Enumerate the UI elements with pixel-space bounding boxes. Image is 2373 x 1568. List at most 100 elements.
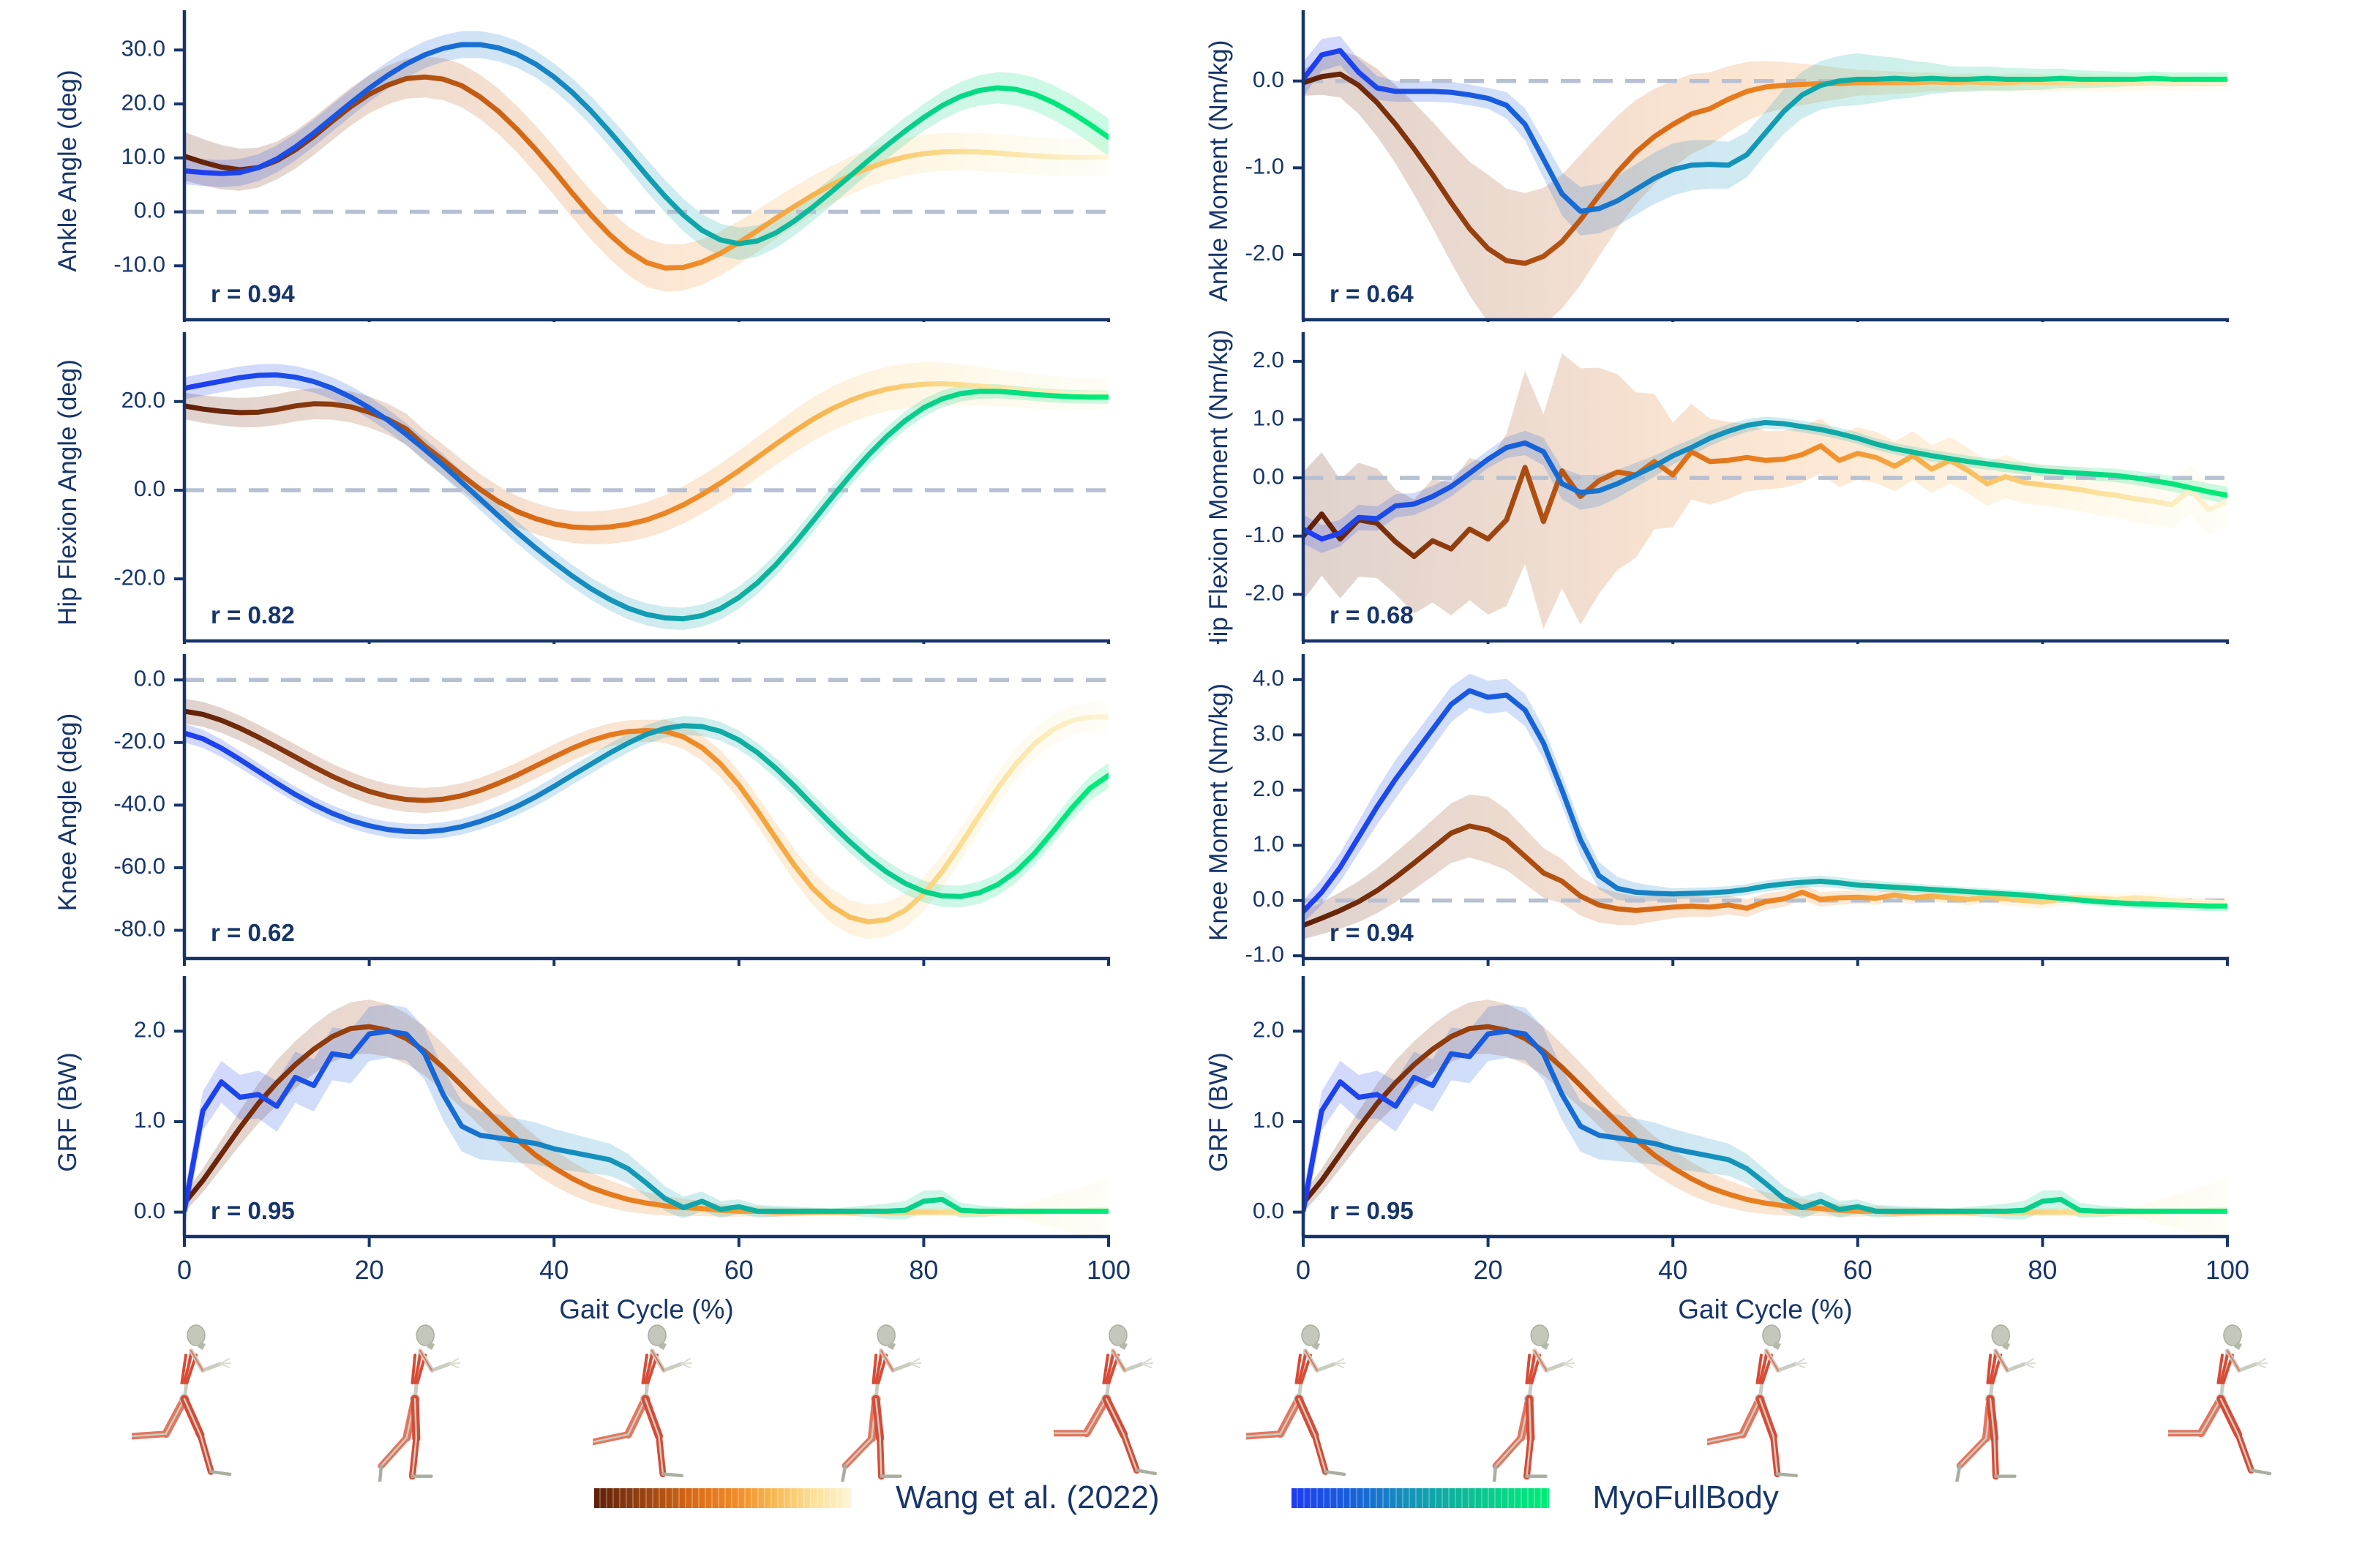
legend-item-myo: MyoFullBody [1291,1479,1779,1516]
y-tick-label: 0.0 [134,198,165,223]
r-value-label: r = 0.94 [211,280,295,307]
plot-knee-angle: 0.0 -20.0 -40.0 -60.0 -80.0 Knee Angle (deg) r… [53,654,1110,966]
y-tick-label: 10.0 [121,143,165,169]
wang-series-line [1303,1024,2227,1215]
y-tick-label: -40.0 [113,791,165,817]
wang-series-line [184,708,1109,925]
plot-ankle-angle: 30.0 20.0 10.0 0.0 -10.0 Ankle Angle (deg) r =… [53,10,1110,322]
myo-series-line [1303,419,2227,542]
wang-colorbar-icon [594,1488,852,1508]
myo-series-line [184,372,1109,622]
y-tick-label: 30.0 [121,36,165,61]
plot-area-grf-right [1303,999,2227,1235]
myo-confidence-band [1303,416,2227,553]
x-tick-label: 40 [1658,1255,1687,1285]
plot-area-knee-angle [184,678,1109,939]
y-tick-label: 4.0 [1253,665,1284,691]
x-tick-label: 100 [2205,1255,2249,1285]
y-axis-title: GRF (BW) [53,1052,82,1171]
plot-area-grf-left [184,999,1109,1235]
x-tick-label: 40 [539,1255,569,1285]
x-axis-title: Gait Cycle (%) [559,1294,733,1324]
wang-series-line [1303,443,2227,560]
y-tick-label: 0.0 [1253,1198,1284,1223]
wang-series-line [1303,71,2227,266]
plot-area-ankle-moment [1303,36,2227,318]
x-tick-label: 80 [909,1255,938,1285]
x-tick-label: 0 [1296,1255,1311,1285]
x-tick-label: 20 [355,1255,384,1285]
myo-colorbar-icon [1291,1488,1549,1508]
x-tick-label: 0 [177,1255,192,1285]
plot-hip-flexion-angle: 20.0 0.0 -20.0 Hip Flexion Angle (deg) r = 0… [53,332,1110,644]
plot-hip-flexion-moment: 2.0 1.0 0.0 -1.0 -2.0 Hip Flexion Moment (Nm/… [1204,329,2229,644]
y-axis-title: Hip Flexion Angle (deg) [53,359,82,626]
myo-legend-label: MyoFullBody [1592,1479,1779,1515]
r-value-label: r = 0.95 [211,1197,295,1224]
y-tick-label: 20.0 [121,89,165,115]
y-tick-label: 1.0 [134,1107,165,1133]
r-value-label: r = 0.64 [1330,280,1414,307]
y-tick-label: 0.0 [1253,886,1284,912]
wang-series-line [184,1024,1109,1215]
plot-area-hip-flexion-angle [184,361,1109,630]
r-value-label: r = 0.94 [1330,919,1414,946]
y-axis-title: Knee Moment (Nm/kg) [1204,683,1233,941]
x-tick-label: 80 [2028,1255,2057,1285]
wang-series-line [184,381,1109,530]
myo-confidence-band [184,716,1109,908]
y-tick-label: 1.0 [1253,405,1284,431]
x-tick-label: 60 [1843,1255,1872,1285]
y-tick-label: 2.0 [1253,1017,1284,1043]
myo-confidence-band [184,1004,1109,1228]
y-axis-title: Ankle Moment (Nm/kg) [1204,40,1233,302]
y-tick-label: -80.0 [113,916,165,942]
wang-legend-label: Wang et al. (2022) [896,1479,1160,1515]
plots-grid: 30.0 20.0 10.0 0.0 -10.0 Ankle Angle (deg) r =… [53,10,2249,1324]
myo-series-line [184,1028,1109,1214]
r-value-label: r = 0.62 [211,919,295,946]
y-tick-label: -2.0 [1245,580,1284,606]
y-tick-label: 20.0 [121,387,165,413]
y-tick-label: 0.0 [134,665,165,691]
y-tick-label: 1.0 [1253,830,1284,856]
y-tick-label: 0.0 [1253,463,1284,489]
wang-confidence-band [184,361,1109,544]
myo-confidence-band [1303,673,2227,923]
wang-series-line [184,74,1109,271]
y-axis-title: Knee Angle (deg) [53,713,82,911]
plot-ankle-moment: 0.0 -1.0 -2.0 Ankle Moment (Nm/kg) r = 0.64 [1204,10,2229,322]
y-tick-label: 3.0 [1253,721,1284,746]
y-tick-label: -60.0 [113,853,165,879]
wang-confidence-band [184,56,1109,292]
myo-series-line [184,42,1109,247]
y-tick-label: -20.0 [113,564,165,590]
wang-series-line [1303,823,2227,929]
y-tick-label: 2.0 [1253,347,1284,372]
legend-item-wang: Wang et al. (2022) [594,1479,1160,1516]
myo-series-line [1303,48,2227,214]
y-tick-label: -20.0 [113,728,165,754]
y-axis-title: Ankle Angle (deg) [53,70,82,271]
x-axis-title: Gait Cycle (%) [1678,1294,1852,1324]
r-value-label: r = 0.82 [211,601,295,629]
r-value-label: r = 0.68 [1330,601,1414,629]
plot-area-knee-moment [1303,673,2227,939]
x-tick-label: 60 [724,1255,754,1285]
y-tick-label: -1.0 [1245,941,1284,966]
y-axis-title: GRF (BW) [1204,1052,1233,1171]
r-value-label: r = 0.95 [1330,1197,1414,1224]
y-tick-label: -2.0 [1245,240,1284,266]
y-tick-label: 1.0 [1253,1107,1284,1133]
legend: Wang et al. (2022) MyoFullBody [0,1479,2373,1516]
plot-grf-right: 2.0 1.0 0.0 0 20 40 60 80 100 Gait Cycle (%) GRF (… [1204,976,2249,1324]
myo-series-line [1303,1028,2227,1214]
y-tick-label: -1.0 [1245,522,1284,547]
myo-series-line [184,723,1109,899]
plot-knee-moment: 4.0 3.0 2.0 1.0 0.0 -1.0 Knee Moment (Nm/kg) r … [1204,654,2229,966]
myo-series-line [1303,688,2227,915]
y-tick-label: 2.0 [134,1017,165,1043]
plot-area-ankle-angle [184,31,1109,292]
y-tick-label: -1.0 [1245,154,1284,179]
